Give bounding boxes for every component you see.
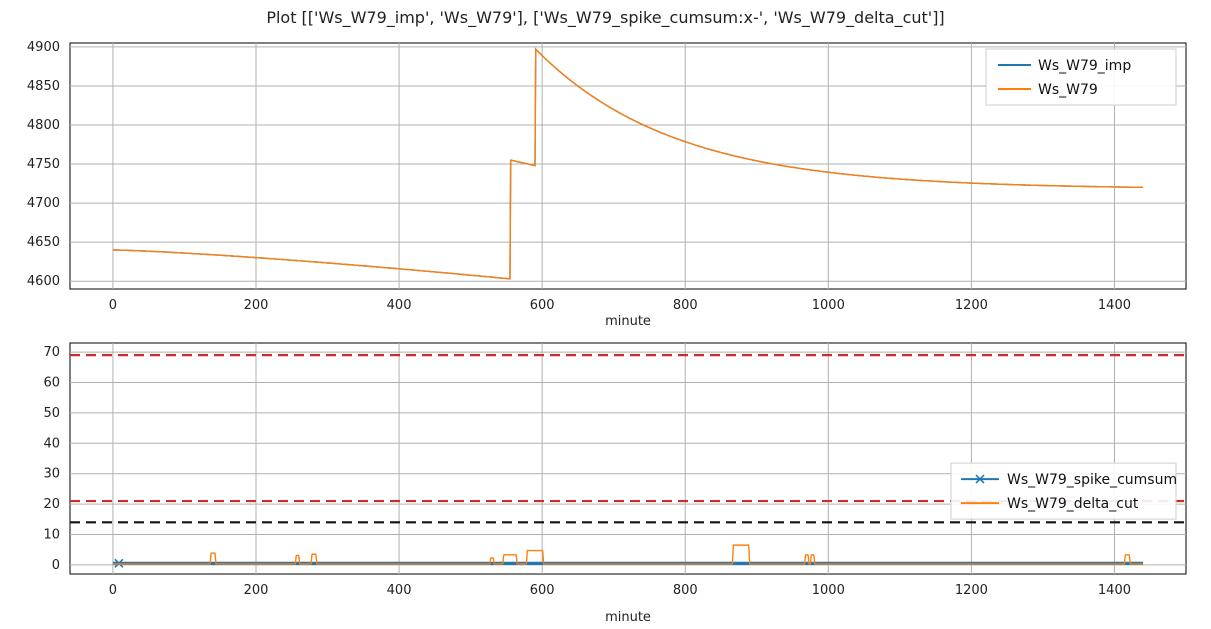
svg-text:800: 800 [673, 298, 698, 313]
svg-text:4750: 4750 [27, 157, 60, 172]
svg-text:4900: 4900 [27, 40, 60, 55]
svg-text:200: 200 [244, 583, 269, 598]
svg-text:1000: 1000 [812, 583, 845, 598]
svg-text:10: 10 [43, 527, 60, 542]
svg-text:400: 400 [387, 583, 412, 598]
svg-text:0: 0 [109, 298, 117, 313]
svg-text:60: 60 [43, 376, 60, 391]
svg-text:1400: 1400 [1098, 583, 1131, 598]
svg-text:0: 0 [109, 583, 117, 598]
svg-text:30: 30 [43, 467, 60, 482]
svg-text:4600: 4600 [27, 274, 60, 289]
svg-text:Ws_W79_spike_cumsum: Ws_W79_spike_cumsum [1007, 472, 1177, 488]
figure-root: Plot [['Ws_W79_imp', 'Ws_W79'], ['Ws_W79… [0, 0, 1211, 611]
svg-text:4850: 4850 [27, 79, 60, 94]
svg-text:600: 600 [530, 583, 555, 598]
svg-text:Ws_W79_imp: Ws_W79_imp [1038, 58, 1131, 74]
svg-text:Ws_W79_delta_cut: Ws_W79_delta_cut [1007, 496, 1139, 512]
svg-text:1200: 1200 [955, 583, 988, 598]
bottom-chart-block: 0 200 400 600 800 1000 1200 1400 0 10 20 30 40 50 60 70… [0, 329, 1211, 629]
svg-text:0: 0 [52, 558, 60, 573]
svg-text:4650: 4650 [27, 235, 60, 250]
svg-text:Ws_W79: Ws_W79 [1038, 82, 1098, 98]
svg-text:70: 70 [43, 345, 60, 360]
svg-text:minute: minute [605, 610, 651, 625]
bottom-chart-svg[interactable]: 0 200 400 600 800 1000 1200 1400 0 10 20 30 40 50 60 70… [0, 329, 1211, 629]
svg-text:1400: 1400 [1098, 298, 1131, 313]
svg-text:800: 800 [673, 583, 698, 598]
svg-text:40: 40 [43, 436, 60, 451]
svg-text:minute: minute [605, 314, 651, 329]
svg-text:600: 600 [530, 298, 555, 313]
svg-text:50: 50 [43, 406, 60, 421]
chart-title: Plot [['Ws_W79_imp', 'Ws_W79'], ['Ws_W79… [0, 0, 1211, 29]
top-chart-svg[interactable]: 0 200 400 600 800 1000 1200 1400 4600 4650 4700 475… [0, 29, 1211, 329]
top-chart-block: 0 200 400 600 800 1000 1200 1400 4600 4650 4700 475… [0, 29, 1211, 329]
svg-text:20: 20 [43, 497, 60, 512]
svg-text:1000: 1000 [812, 298, 845, 313]
svg-text:4800: 4800 [27, 118, 60, 133]
svg-text:400: 400 [387, 298, 412, 313]
svg-text:200: 200 [244, 298, 269, 313]
svg-text:1200: 1200 [955, 298, 988, 313]
svg-text:4700: 4700 [27, 196, 60, 211]
